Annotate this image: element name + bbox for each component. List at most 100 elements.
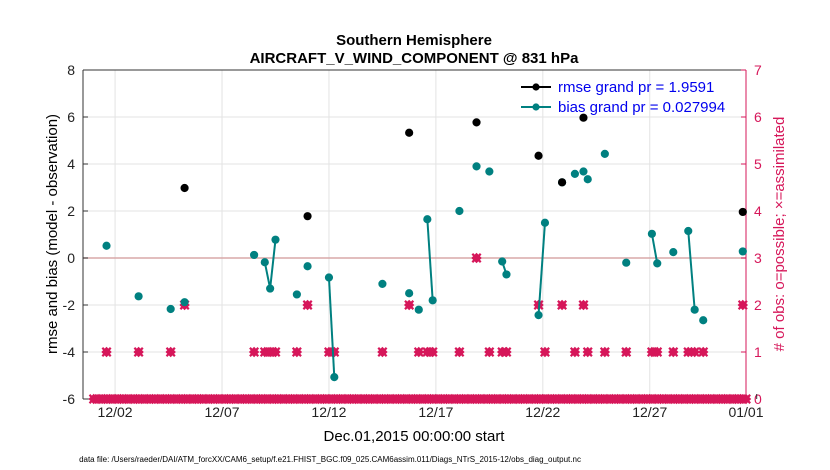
- legend-entry: rmse grand pr = 1.9591: [558, 79, 714, 96]
- rmse-point: [557, 178, 567, 187]
- obs-possible-marker: [599, 347, 610, 357]
- bias-point: [653, 259, 662, 268]
- bias-line: [687, 230, 696, 310]
- obs-possible-marker: [578, 300, 589, 310]
- obs-possible-marker: [557, 300, 568, 310]
- y2-tick-label: 6: [754, 109, 762, 125]
- bias-line: [537, 222, 546, 316]
- obs-assimilated-marker: [741, 394, 751, 404]
- y2-tick-label: 0: [754, 391, 762, 407]
- y2-tick-label: 3: [754, 250, 762, 266]
- y-tick-label: -6: [63, 391, 76, 407]
- y-tick-label: -4: [63, 344, 76, 360]
- obs-possible-marker: [668, 347, 679, 357]
- bias-point: [414, 305, 423, 314]
- rmse-point: [472, 118, 481, 127]
- rmse-point: [579, 113, 588, 122]
- y2-tick-label: 2: [754, 297, 762, 313]
- rmse-point: [534, 151, 543, 160]
- bias-point: [540, 218, 550, 227]
- obs-possible-marker: [270, 347, 281, 357]
- bias-point: [684, 226, 693, 236]
- legend-entry: bias grand pr = 0.027994: [558, 99, 725, 116]
- obs-possible-marker: [698, 347, 709, 357]
- bias-point: [699, 316, 708, 325]
- bias-point: [428, 296, 437, 305]
- data-file-footnote: data file: /Users/raeder/DAI/ATM_forcXX/…: [79, 455, 581, 464]
- y2-tick-label: 5: [754, 156, 762, 172]
- obs-possible-marker: [689, 347, 700, 357]
- x-tick-label: 12/12: [311, 404, 346, 420]
- obs-possible-marker: [471, 253, 482, 263]
- obs-possible-marker: [133, 347, 144, 357]
- bias-point: [455, 206, 464, 216]
- y2-tick-label: 7: [754, 62, 762, 78]
- y-tick-label: 8: [67, 62, 75, 78]
- bias-point: [498, 257, 507, 266]
- obs-possible-marker: [291, 347, 302, 357]
- obs-possible-marker: [652, 347, 663, 357]
- x-tick-label: 12/17: [418, 404, 453, 420]
- y2-tick-label: 1: [754, 344, 762, 360]
- bias-point: [570, 169, 580, 178]
- y-tick-label: 0: [67, 250, 75, 266]
- y2-tick-label: 4: [754, 203, 762, 219]
- x-tick-label: 12/07: [204, 404, 239, 420]
- y2-axis-label: # of obs: o=possible; ×=assimilated: [771, 117, 788, 352]
- bias-point: [180, 298, 189, 307]
- chart-title-line2: AIRCRAFT_V_WIND_COMPONENT @ 831 hPa: [250, 50, 580, 67]
- bias-point: [378, 279, 387, 288]
- y-axis-label: rmse and bias (model - observation): [44, 114, 61, 354]
- bias-point: [303, 262, 312, 271]
- bias-line: [426, 219, 434, 301]
- obs-possible-marker: [484, 347, 495, 357]
- obs-possible-marker: [165, 347, 176, 357]
- x-tick-label: 12/02: [98, 404, 133, 420]
- bias-point: [472, 162, 481, 171]
- bias-point: [266, 284, 275, 293]
- obs-possible-marker: [302, 300, 313, 310]
- bias-point: [260, 258, 269, 267]
- legend-marker: [532, 103, 540, 111]
- obs-possible-marker: [101, 347, 112, 357]
- bias-point: [134, 292, 143, 301]
- obs-possible-marker: [413, 347, 424, 357]
- bias-point: [102, 241, 111, 250]
- obs-possible-marker: [737, 300, 748, 310]
- bias-point: [249, 250, 259, 260]
- bias-point: [502, 270, 511, 279]
- bias-line: [327, 277, 336, 378]
- rmse-point: [405, 128, 414, 137]
- obs-possible-marker: [501, 347, 512, 357]
- obs-possible-marker: [377, 347, 388, 357]
- bias-point: [324, 273, 334, 282]
- bias-line: [650, 233, 659, 264]
- data-layer: [88, 113, 752, 405]
- obs-possible-marker: [249, 347, 260, 357]
- bias-point: [292, 290, 301, 299]
- bias-point: [423, 215, 432, 224]
- obs-possible-marker: [454, 347, 465, 357]
- y-tick-label: 4: [67, 156, 75, 172]
- chart-title-line1: Southern Hemisphere: [336, 32, 492, 49]
- y-tick-label: 6: [67, 109, 75, 125]
- obs-possible-marker: [569, 347, 580, 357]
- y-tick-label: 2: [67, 203, 75, 219]
- obs-possible-marker: [621, 347, 632, 357]
- bias-point: [600, 149, 609, 158]
- bias-point: [330, 373, 339, 382]
- bias-point: [647, 229, 656, 238]
- rmse-point: [738, 207, 747, 217]
- obs-possible-marker: [539, 347, 550, 357]
- bias-point: [579, 167, 588, 176]
- obs-possible-marker: [427, 347, 438, 357]
- bias-point: [485, 167, 494, 176]
- bias-point: [669, 248, 678, 257]
- bias-point: [166, 304, 175, 314]
- bias-point: [690, 305, 699, 314]
- x-tick-label: 12/27: [632, 404, 667, 420]
- bias-point: [622, 258, 631, 267]
- bias-point: [271, 235, 280, 244]
- legend-marker: [532, 83, 540, 91]
- y-tick-label: -2: [63, 297, 76, 313]
